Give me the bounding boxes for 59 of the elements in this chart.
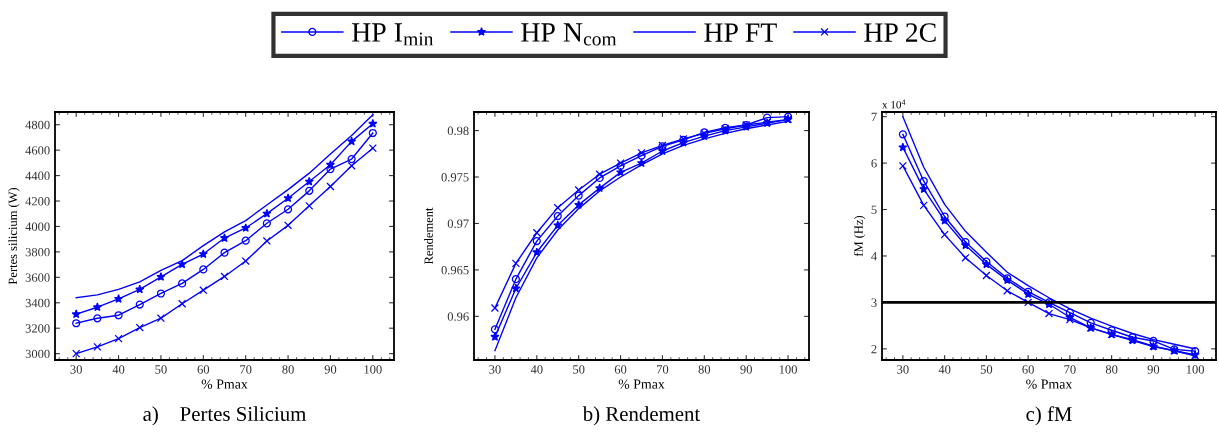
y-tick-label: 0.965 [441,265,469,275]
x-tick-label: 30 [489,365,501,374]
x-tick-label: 60 [614,365,627,374]
text: x 10$^{4}$ [882,99,906,109]
x-tick-label: 30 [897,365,909,374]
y-tick-label: 6 [871,159,877,168]
x-tick-label: 30 [70,365,82,374]
x-tick-label: 40 [938,365,951,374]
y-tick-label: 0.96 [447,312,469,321]
y-tick-label: 0.98 [447,126,469,136]
y-tick-label: 4200 [25,197,50,206]
legend-label: HP FT [704,23,777,42]
y-tick-label: 0.97 [447,219,469,228]
text: c) fM [1026,406,1072,426]
y-tick-label: 3200 [25,324,50,333]
x-tick-label: 60 [1022,365,1034,374]
legend-label: HP I$_{min}$ [352,23,434,46]
text: a) Pertes Silicium [143,406,307,426]
x-tick-label: 90 [324,365,337,374]
x-axis-title: % Pmax [201,379,248,389]
y-tick-label: 4800 [25,120,50,130]
x-tick-label: 100 [1186,365,1205,374]
legend-label: HP N$_{com}$ [521,23,617,46]
y-tick-label: 3000 [25,349,50,359]
x-tick-label: 70 [657,365,669,374]
y-axis-title: Rendement [424,207,433,265]
y-tick-label: 4 [871,252,877,261]
legend-label: HP 2C [864,23,936,42]
y-tick-label: 5 [871,205,877,214]
x-tick-label: 50 [573,365,585,374]
x-tick-label: 60 [197,365,210,374]
x-tick-label: 80 [282,365,294,374]
x-tick-label: 90 [1147,365,1160,374]
x-tick-label: 50 [980,365,993,374]
y-tick-label: 7 [871,112,877,121]
x-tick-label: 70 [1064,365,1076,374]
y-tick-label: 4000 [25,222,50,231]
x-tick-label: 50 [155,365,167,374]
x-tick-label: 40 [530,365,543,374]
y-axis-title: Pertes silicium (W) [8,187,20,285]
text: b) Rendement [582,406,701,426]
y-tick-label: 3600 [25,273,50,282]
y-tick-label: 4400 [25,171,50,181]
x-tick-label: 80 [698,365,711,374]
x-tick-label: 70 [240,365,252,374]
y-tick-label: 3800 [25,247,50,257]
x-tick-label: 90 [740,365,752,374]
y-tick-label: 0.975 [441,173,469,182]
y-axis-title: fM (Hz) [853,215,866,257]
x-tick-label: 80 [1105,365,1118,374]
y-tick-label: 3 [871,298,877,307]
y-tick-label: 2 [871,344,877,354]
y-tick-label: 3400 [25,298,50,308]
x-axis-title: % Pmax [618,379,665,389]
x-tick-label: 40 [112,365,125,374]
x-tick-label: 100 [779,365,797,374]
y-tick-label: 4600 [25,146,50,155]
x-axis-title: % Pmax [1026,379,1073,389]
x-tick-label: 100 [364,365,382,374]
